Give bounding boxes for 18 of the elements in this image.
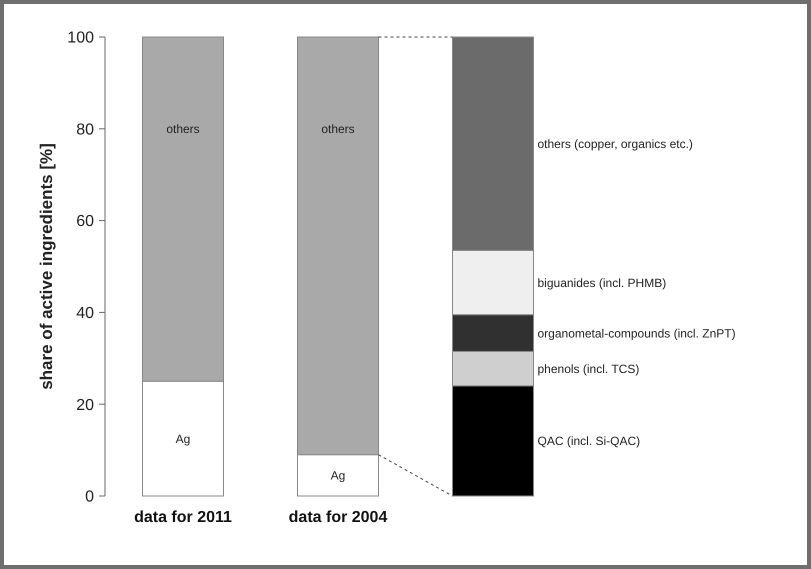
y-tick-label: 60 (76, 213, 94, 230)
series-label: Ag (330, 468, 346, 483)
x-tick-label: data for 2004 (288, 509, 388, 526)
text: others (321, 122, 355, 136)
series-label: others (166, 122, 200, 136)
series-label: biguanides (incl. PHMB) (538, 276, 666, 290)
text: Ag (176, 432, 190, 446)
series-label: organometal-compounds (incl. ZnPT) (538, 326, 736, 340)
y-axis-title: share of active ingredients [%] (37, 143, 56, 390)
series-label: others (copper, organics etc.) (538, 136, 693, 151)
series-label: QAC (incl. Si-QAC) (538, 434, 640, 448)
y-tick-label: 80 (76, 121, 94, 138)
series-label: phenols (incl. TCS) (538, 362, 640, 376)
y-tick-label: 100 (67, 30, 94, 47)
x-tick-label: data for 2011 (134, 509, 232, 526)
y-tick-label: 0 (85, 488, 94, 506)
y-tick-label: 40 (76, 305, 94, 322)
y-tick-label: 20 (76, 396, 94, 414)
